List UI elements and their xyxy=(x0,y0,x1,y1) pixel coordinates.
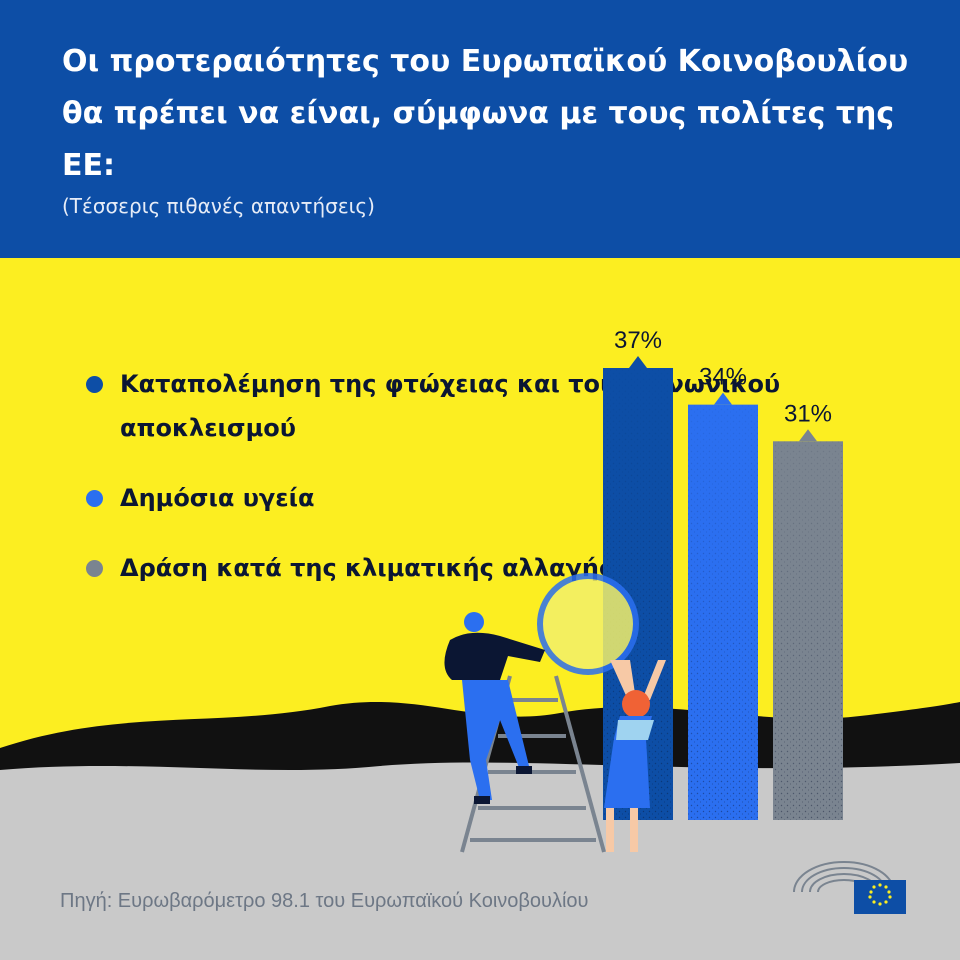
legend-dot-climate xyxy=(86,560,103,577)
people-lifting-moon-icon xyxy=(444,573,666,853)
data-label-2: 31% xyxy=(784,400,832,427)
header-banner: Οι προτεραιότητες του Ευρωπαϊκού Κοινοβο… xyxy=(0,0,960,258)
bar-pointer-1 xyxy=(714,392,732,405)
chart-legend: Καταπολέμηση της φτώχειας και του κοινων… xyxy=(86,362,960,590)
bar-pointer-2 xyxy=(799,429,817,442)
european-parliament-logo-icon xyxy=(793,861,906,914)
legend-label-climate: Δράση κατά της κλιματικής αλλαγής xyxy=(120,554,614,582)
data-label-1: 34% xyxy=(699,364,747,391)
page-subtitle: (Τέσσερις πιθανές απαντήσεις) xyxy=(62,194,375,218)
source-note: Πηγή: Ευρωβαρόμετρο 98.1 του Ευρωπαϊκού … xyxy=(60,890,589,912)
legend-item-climate: Δράση κατά της κλιματικής αλλαγής xyxy=(86,546,960,590)
data-label-0: 37% xyxy=(614,327,662,354)
legend-dot-poverty xyxy=(86,376,103,393)
legend-item-health: Δημόσια υγεία xyxy=(86,476,960,520)
legend-dot-health xyxy=(86,490,103,507)
legend-label-health: Δημόσια υγεία xyxy=(120,484,315,512)
bar-texture-2 xyxy=(773,441,843,820)
page-title: Οι προτεραιότητες του Ευρωπαϊκού Κοινοβο… xyxy=(62,44,909,183)
bar-texture-1 xyxy=(688,404,758,820)
bar-pointer-0 xyxy=(629,356,647,368)
